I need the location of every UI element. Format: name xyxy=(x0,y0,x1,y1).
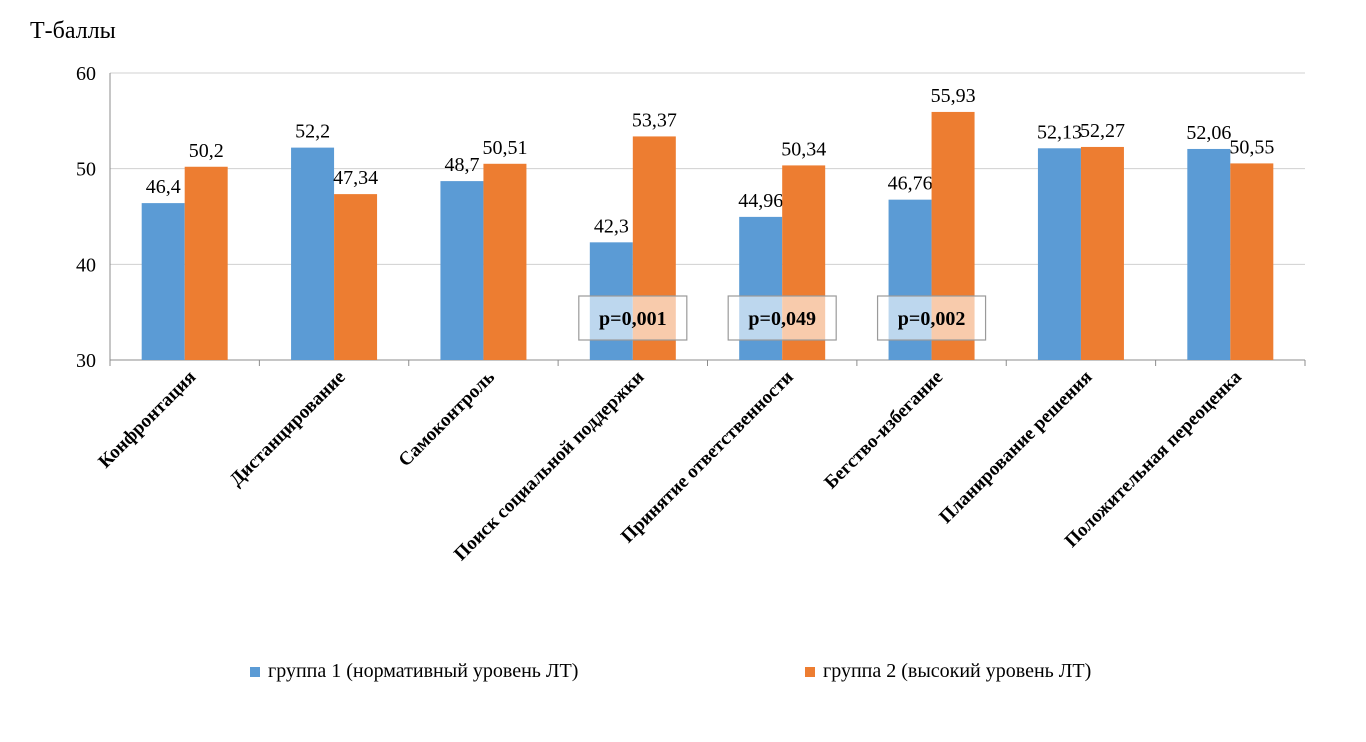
data-label: 44,96 xyxy=(738,190,783,212)
data-label: 50,51 xyxy=(482,137,527,159)
p-value-box xyxy=(727,295,837,341)
data-label: 52,27 xyxy=(1080,120,1125,142)
legend-item-group-2: группа 2 (высокий уровень ЛТ) xyxy=(805,660,1091,683)
data-label: 50,2 xyxy=(189,140,224,162)
y-tick-label: 40 xyxy=(76,254,96,276)
legend-label-group-2: группа 2 (высокий уровень ЛТ) xyxy=(823,660,1092,682)
category-label: Планирование решения xyxy=(935,367,1096,528)
y-axis-title: Т-баллы xyxy=(30,18,116,44)
p-value-box xyxy=(876,295,987,341)
category-label: Бегство-избегание xyxy=(820,367,947,494)
bar xyxy=(1230,163,1274,360)
legend-swatch-group-1 xyxy=(250,666,260,677)
data-label: 46,4 xyxy=(146,176,181,198)
bar xyxy=(483,163,527,360)
p-value-label: p=0,001 xyxy=(599,308,667,330)
data-label: 47,34 xyxy=(333,167,378,189)
data-label: 50,55 xyxy=(1229,136,1274,158)
data-label: 52,13 xyxy=(1037,121,1082,143)
bar xyxy=(1080,146,1124,360)
category-label: Самоконтроль xyxy=(395,367,499,471)
bar xyxy=(440,181,484,360)
category-label: Дистанцирование xyxy=(226,367,350,491)
data-label: 42,3 xyxy=(594,215,629,237)
p-value-label: p=0,049 xyxy=(748,308,816,330)
category-label: Конфронтация xyxy=(94,367,200,473)
bar xyxy=(1187,148,1231,360)
category-label: Положительная переоценка xyxy=(1061,366,1246,551)
bar xyxy=(141,203,185,360)
bar xyxy=(334,194,378,360)
p-value-box xyxy=(578,295,688,341)
y-tick-label: 50 xyxy=(76,159,96,181)
y-tick-label: 30 xyxy=(76,350,96,372)
bar xyxy=(1037,148,1081,360)
bar-chart: 30 40 50 60 46,4 50,2 Конфронтация 52,2 47,34 Дис… xyxy=(76,63,1306,565)
data-label: 53,37 xyxy=(632,109,677,131)
data-label: 55,93 xyxy=(931,85,976,107)
p-value-label: p=0,002 xyxy=(898,308,966,330)
data-label: 50,34 xyxy=(781,138,826,160)
data-label: 52,2 xyxy=(295,121,330,143)
legend-label-group-1: группа 1 (нормативный уровень ЛТ) xyxy=(268,660,579,682)
y-tick-label: 60 xyxy=(76,63,96,85)
legend-item-group-1: группа 1 (нормативный уровень ЛТ) xyxy=(250,660,578,683)
bar xyxy=(184,166,228,360)
bar xyxy=(291,147,335,360)
data-label: 52,06 xyxy=(1186,122,1231,144)
data-label: 46,76 xyxy=(888,173,933,195)
category-label: Принятие ответственности xyxy=(617,367,798,548)
data-label: 48,7 xyxy=(444,154,479,176)
legend-swatch-group-2 xyxy=(805,666,815,677)
